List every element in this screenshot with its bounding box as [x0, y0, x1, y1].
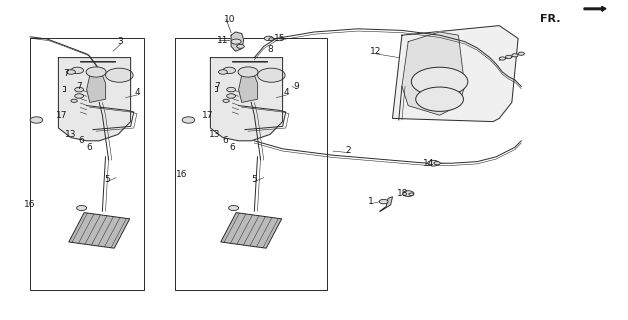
Circle shape — [506, 55, 512, 59]
Circle shape — [428, 160, 439, 166]
Circle shape — [219, 70, 227, 74]
Circle shape — [518, 52, 524, 55]
Polygon shape — [584, 6, 606, 11]
Circle shape — [229, 205, 239, 211]
Circle shape — [237, 44, 244, 48]
Circle shape — [223, 99, 229, 102]
Polygon shape — [392, 26, 518, 122]
Circle shape — [238, 67, 258, 77]
Text: 15: 15 — [274, 34, 285, 43]
Polygon shape — [231, 32, 244, 51]
Circle shape — [379, 199, 388, 204]
Polygon shape — [220, 212, 282, 248]
Text: 6: 6 — [86, 143, 92, 152]
Text: 6: 6 — [78, 136, 85, 145]
Polygon shape — [210, 58, 283, 141]
Circle shape — [403, 191, 414, 196]
Text: 11: 11 — [217, 36, 229, 45]
Circle shape — [75, 94, 84, 98]
Circle shape — [71, 67, 84, 74]
Text: 17: 17 — [202, 111, 213, 120]
Circle shape — [409, 193, 414, 196]
Polygon shape — [58, 58, 131, 141]
Polygon shape — [380, 197, 392, 211]
Text: 16: 16 — [24, 200, 36, 209]
Text: 5: 5 — [104, 175, 110, 184]
Text: 4: 4 — [134, 88, 139, 97]
Circle shape — [71, 99, 77, 102]
Text: 18: 18 — [398, 189, 409, 198]
Circle shape — [75, 87, 84, 92]
Text: 5: 5 — [251, 175, 257, 184]
Text: 9: 9 — [293, 82, 300, 91]
Polygon shape — [87, 75, 106, 102]
Text: 14: 14 — [423, 159, 434, 168]
Text: 10: 10 — [224, 15, 235, 24]
Text: 12: 12 — [370, 47, 381, 56]
Circle shape — [30, 117, 43, 123]
Circle shape — [499, 57, 506, 60]
Circle shape — [77, 205, 87, 211]
Circle shape — [182, 117, 195, 123]
Text: 13: 13 — [65, 130, 76, 139]
Text: 7: 7 — [214, 82, 220, 91]
Text: 7: 7 — [63, 69, 69, 78]
Circle shape — [106, 68, 133, 82]
Text: 2: 2 — [346, 146, 351, 155]
Polygon shape — [402, 32, 465, 115]
Circle shape — [434, 162, 440, 165]
Text: 1: 1 — [367, 197, 374, 206]
Text: 13: 13 — [209, 130, 220, 139]
Circle shape — [264, 36, 273, 41]
Circle shape — [416, 87, 463, 111]
Circle shape — [269, 38, 274, 40]
Polygon shape — [239, 75, 257, 102]
Text: 6: 6 — [222, 136, 228, 145]
Text: 8: 8 — [267, 45, 273, 54]
Circle shape — [411, 67, 468, 96]
Text: 16: 16 — [176, 170, 188, 179]
Text: 7: 7 — [76, 82, 82, 91]
Circle shape — [227, 94, 236, 98]
Text: 4: 4 — [284, 88, 289, 97]
Circle shape — [512, 54, 518, 57]
Text: FR.: FR. — [540, 14, 561, 24]
Circle shape — [231, 39, 241, 44]
Polygon shape — [68, 212, 130, 248]
Circle shape — [227, 87, 236, 92]
Circle shape — [257, 68, 285, 82]
Circle shape — [86, 67, 106, 77]
Text: 6: 6 — [229, 143, 236, 152]
Text: 17: 17 — [56, 111, 67, 120]
Circle shape — [223, 67, 236, 74]
Circle shape — [67, 70, 75, 74]
Text: 3: 3 — [117, 37, 124, 46]
